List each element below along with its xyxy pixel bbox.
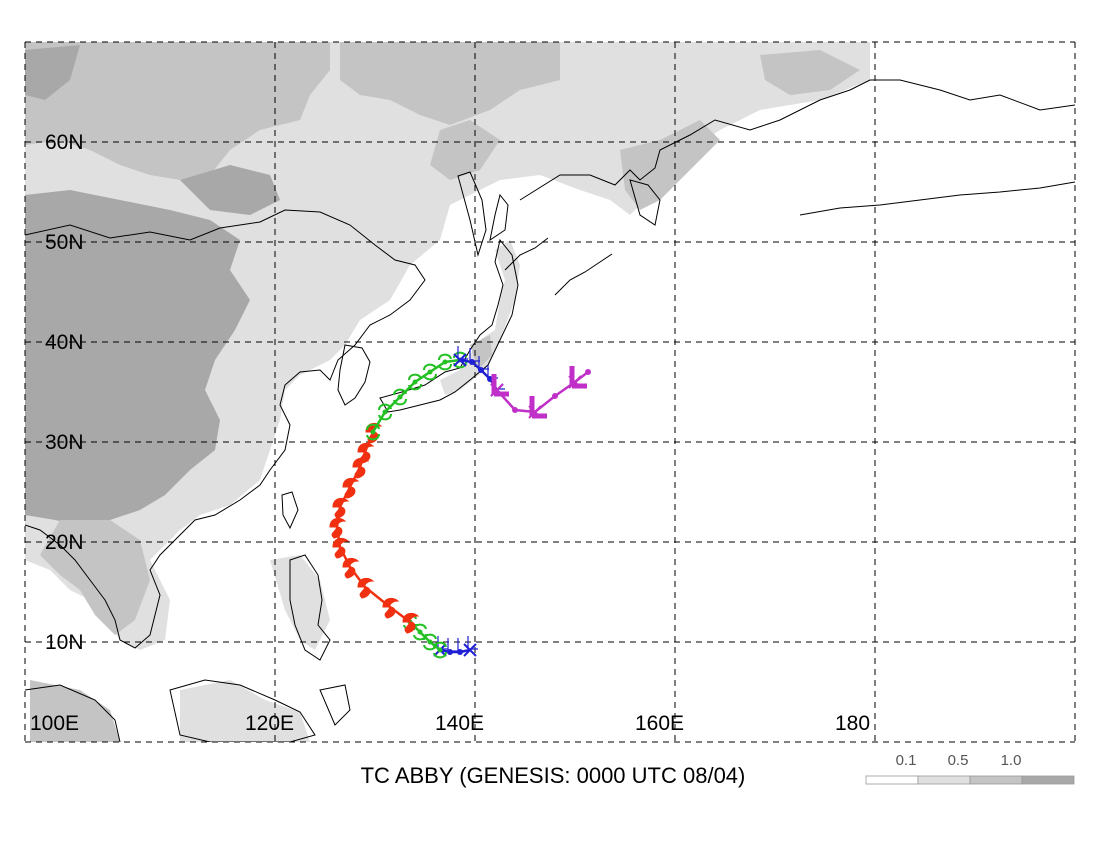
lat-label-40n: 40N xyxy=(45,331,84,354)
track-point xyxy=(442,359,448,365)
typhoon-symbol xyxy=(332,497,350,519)
tropical-storm-symbol xyxy=(393,388,407,406)
track-point xyxy=(585,369,591,375)
lon-label-100e: 100E xyxy=(30,712,79,735)
wind-barb xyxy=(467,636,478,650)
depression-cross-marker xyxy=(453,353,467,367)
wind-barb xyxy=(457,638,468,652)
lat-label-60n: 60N xyxy=(45,131,84,154)
track-point xyxy=(397,394,403,400)
tropical-storm-symbol xyxy=(423,363,437,381)
track-point xyxy=(437,647,443,653)
lat-label-20n: 20N xyxy=(45,531,84,554)
graticule xyxy=(24,41,1076,743)
typhoon-symbol xyxy=(332,537,350,559)
wind-barb xyxy=(469,348,480,362)
tropical-storm-symbol xyxy=(433,641,447,659)
legend-label-1-0: 1.0 xyxy=(1001,752,1022,769)
legend-swatch-3 xyxy=(969,775,1023,785)
track-point xyxy=(427,369,433,375)
wind-barb xyxy=(457,346,468,360)
longitude-labels: 100E 120E 140E 160E 180 xyxy=(30,712,870,735)
map-title: TC ABBY (GENESIS: 0000 UTC 08/04) xyxy=(361,763,746,788)
tropical-storm-symbol xyxy=(438,353,452,371)
land-shading xyxy=(25,42,870,742)
typhoon-symbol xyxy=(357,442,375,464)
storm-track xyxy=(329,346,591,659)
lat-label-30n: 30N xyxy=(45,431,84,454)
legend-swatch-2 xyxy=(917,775,971,785)
depression-cross-marker xyxy=(463,643,477,657)
typhoon-symbol xyxy=(342,557,360,579)
lon-label-160e: 160E xyxy=(635,712,684,735)
track-point xyxy=(427,639,433,645)
shading-legend: 0.1 0.5 1.0 xyxy=(865,752,1075,785)
tropical-storm-symbol xyxy=(408,373,422,391)
track-point xyxy=(552,393,558,399)
typhoon-symbol xyxy=(357,577,375,599)
latitude-labels: 60N 50N 40N 30N 20N 10N xyxy=(45,131,84,654)
lon-label-140e: 140E xyxy=(435,712,484,735)
legend-label-0-1: 0.1 xyxy=(896,752,917,769)
wind-barb xyxy=(478,356,489,370)
legend-label-0-5: 0.5 xyxy=(948,752,969,769)
tropical-storm-symbol xyxy=(366,423,380,441)
lat-label-10n: 10N xyxy=(45,631,84,654)
typhoon-symbol xyxy=(382,597,400,619)
lat-label-50n: 50N xyxy=(45,231,84,254)
typhoon-symbol xyxy=(329,517,347,539)
track-point xyxy=(382,409,388,415)
track-point xyxy=(412,379,418,385)
lon-label-180: 180 xyxy=(835,712,870,735)
tropical-storm-symbol xyxy=(378,403,392,421)
track-point xyxy=(417,629,423,635)
extratropical-wind-barb xyxy=(529,396,547,419)
typhoon-symbol xyxy=(342,477,360,499)
legend-swatch-1 xyxy=(865,775,919,785)
track-point xyxy=(512,407,518,413)
lon-label-120e: 120E xyxy=(245,712,294,735)
extratropical-wind-barb xyxy=(491,374,509,397)
track-point xyxy=(370,429,376,435)
typhoon-symbol xyxy=(402,612,420,634)
extratropical-wind-barb xyxy=(569,366,587,389)
track-segment-typhoon xyxy=(335,431,411,623)
legend-swatch-4 xyxy=(1021,775,1075,785)
coastlines xyxy=(25,79,1075,742)
